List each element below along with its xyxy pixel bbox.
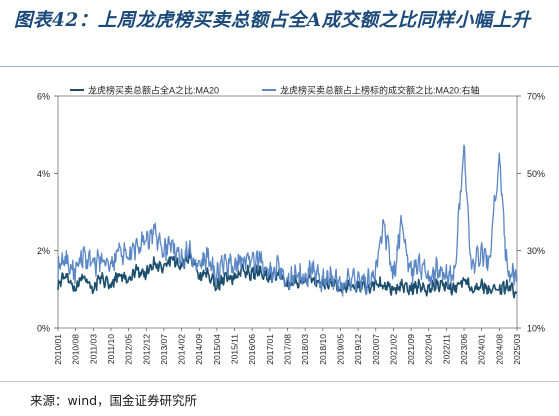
y-left-tick-label: 6% (37, 92, 50, 102)
x-tick-label: 2020/07 (371, 334, 381, 365)
y-left-tick-label: 0% (37, 324, 50, 334)
x-tick-label: 2015/11 (230, 334, 240, 364)
x-tick-label: 2017/01 (265, 334, 275, 365)
x-tick-label: 2012/12 (141, 334, 151, 365)
x-tick-label: 2019/12 (353, 334, 363, 365)
x-tick-label: 2025/03 (512, 334, 522, 365)
x-tick-label: 2016/06 (247, 334, 257, 365)
x-tick-label: 2019/05 (335, 334, 345, 365)
x-tick-label: 2021/02 (388, 334, 398, 365)
x-tick-label: 2021/09 (406, 334, 416, 365)
y-right-tick-label: 10% (527, 324, 545, 334)
source-note: 来源：wind，国金证券研究所 (30, 393, 198, 408)
x-tick-label: 2023/06 (459, 334, 469, 365)
legend-label-2: 龙虎榜买卖总额占上榜标的成交额之比:MA20:右轴 (280, 85, 480, 96)
x-tick-label: 2013/07 (159, 334, 169, 365)
y-right-tick-label: 30% (527, 246, 545, 256)
line-chart: 0% 2% 4% 6% 10% 30% 50% 70% 2010/01 2010/08 2011/0… (37, 85, 545, 365)
y-left-tick-label: 2% (37, 246, 50, 256)
x-tick-label: 2014/02 (177, 334, 187, 365)
series-line-2 (57, 144, 518, 297)
x-tick-label: 2012/05 (124, 334, 134, 365)
footer-divider (0, 381, 559, 382)
chart-title: 图表42：上周龙虎榜买卖总额占全A成交额之比同样小幅上升 (14, 10, 531, 31)
x-tick-label: 2018/03 (300, 334, 310, 365)
x-tick-label: 2015/04 (212, 334, 222, 365)
plot-frame (57, 95, 518, 329)
x-tick-label: 2017/08 (283, 334, 293, 365)
title-divider (0, 66, 559, 67)
legend-label-1: 龙虎榜买卖总额占全A之比:MA20 (88, 85, 219, 96)
x-tick-label: 2014/09 (194, 334, 204, 365)
x-tick-label: 2022/04 (424, 334, 434, 365)
x-tick-label: 2011/03 (88, 334, 98, 364)
x-tick-label: 2024/08 (494, 334, 504, 365)
y-right-tick-label: 50% (527, 169, 545, 179)
y-right-tick-label: 70% (527, 92, 545, 102)
x-tick-label: 2010/08 (71, 334, 81, 365)
y-left-tick-label: 4% (37, 169, 50, 179)
x-tick-label: 2010/01 (53, 334, 63, 365)
x-tick-label: 2018/10 (318, 334, 328, 365)
x-tick-label: 2022/11 (441, 334, 451, 364)
x-tick-label: 2024/01 (477, 334, 487, 365)
x-tick-label: 2011/10 (106, 334, 116, 364)
